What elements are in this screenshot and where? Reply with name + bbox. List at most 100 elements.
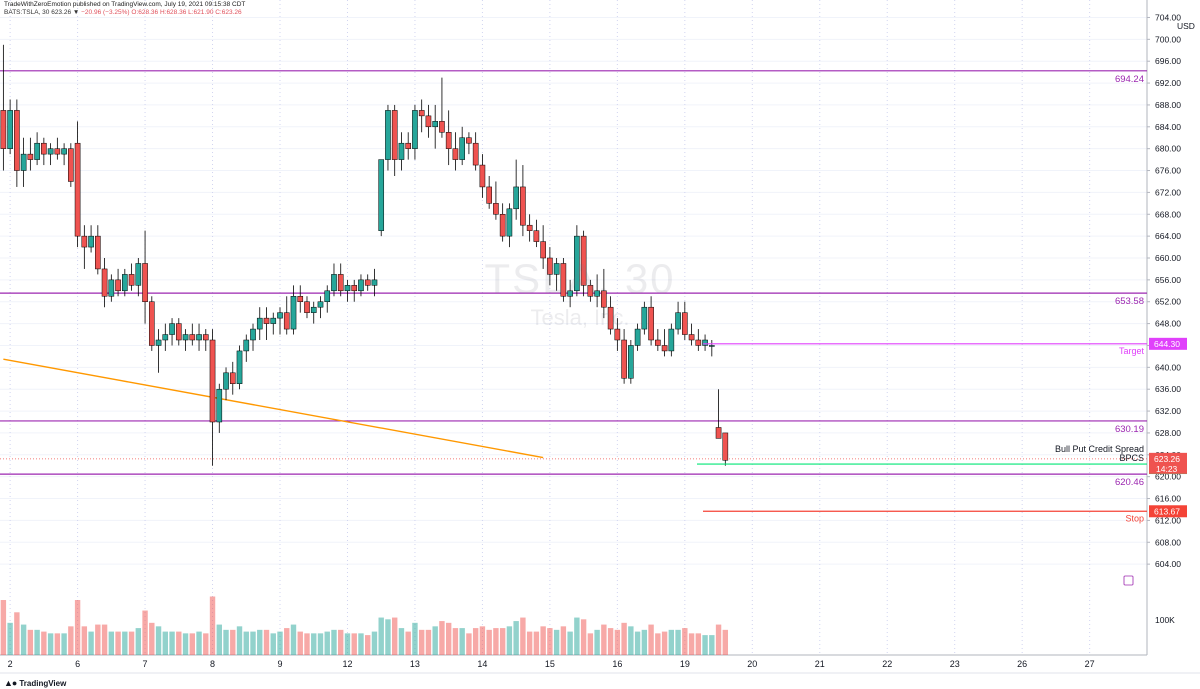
- volume-bar: [88, 631, 94, 655]
- candle-body-up: [317, 301, 324, 308]
- candle-body-down: [466, 137, 472, 144]
- candle-body-up: [398, 142, 405, 160]
- candle: [270, 312, 277, 335]
- price-tick-label: 676.00: [1155, 166, 1181, 176]
- candle-body-down: [0, 110, 7, 149]
- candle-body-up: [108, 279, 115, 297]
- candle: [68, 143, 74, 187]
- tradingview-logo-icon: ▲●: [4, 678, 17, 688]
- candle: [418, 99, 425, 133]
- price-tick-label: 680.00: [1155, 144, 1181, 154]
- volume-bar: [594, 629, 600, 655]
- volume-bar: [675, 629, 681, 655]
- volume-bar: [324, 631, 330, 655]
- candle: [675, 301, 681, 335]
- price-tick-label: 652.00: [1155, 297, 1181, 307]
- volume-bar: [169, 631, 175, 655]
- volume-bar: [560, 626, 567, 655]
- candle-body-up: [668, 328, 675, 352]
- candle-body-up: [236, 350, 243, 384]
- volume-bar: [499, 628, 506, 655]
- volume-bar: [81, 626, 88, 655]
- candle: [128, 263, 135, 291]
- price-tick-label: 672.00: [1155, 187, 1181, 197]
- volume-bar: [344, 633, 351, 655]
- candle: [614, 318, 621, 351]
- volume-bar: [479, 626, 486, 655]
- price-tick-label: 684.00: [1155, 122, 1181, 132]
- candle-body-up: [7, 110, 13, 149]
- candle-body-up: [256, 317, 263, 330]
- brand-label: TradingView: [19, 678, 67, 688]
- price-tick-label: 620.00: [1155, 472, 1181, 482]
- volume-bar: [634, 631, 641, 655]
- volume-bar: [432, 626, 438, 655]
- volume-bar: [601, 624, 607, 655]
- earnings-marker-box: [1123, 575, 1134, 586]
- candle: [47, 143, 54, 166]
- candle-body-up: [344, 285, 351, 292]
- volume-bar: [61, 633, 67, 655]
- candle: [709, 340, 715, 357]
- candle-body-down: [189, 334, 196, 341]
- volume-bar: [412, 622, 418, 655]
- volume-bar: [47, 633, 54, 655]
- volume-bar: [439, 621, 445, 655]
- candle-body-down: [445, 132, 452, 149]
- volume-bar: [547, 628, 553, 655]
- candle-body-up: [358, 279, 364, 292]
- candle-body-down: [695, 339, 702, 346]
- candle-body-up: [675, 312, 681, 330]
- volume-scale-label: 100K: [1155, 615, 1175, 625]
- candle: [682, 301, 688, 340]
- volume-bar: [257, 629, 263, 655]
- price-tick-label: 692.00: [1155, 78, 1181, 88]
- candle-body-down: [682, 312, 688, 335]
- candle: [567, 279, 573, 308]
- publisher-line: TradeWithZeroEmotion published on Tradin…: [4, 1, 246, 8]
- candle: [34, 132, 40, 166]
- candle-body-down: [499, 214, 506, 237]
- volume-bar: [41, 631, 47, 655]
- candle-body-down: [202, 334, 209, 341]
- price-tick-label: 664.00: [1155, 231, 1181, 241]
- volume-bar: [567, 631, 573, 655]
- time-tick-label: 13: [410, 659, 420, 669]
- candle: [553, 258, 560, 291]
- candle-body-up: [628, 345, 634, 379]
- candle-body-up: [574, 235, 580, 292]
- candle-body-down: [283, 312, 290, 330]
- volume-bar: [27, 629, 34, 655]
- candle: [722, 432, 729, 466]
- price-tick-label: 640.00: [1155, 362, 1181, 372]
- candle: [108, 274, 115, 302]
- price-tick-label: 668.00: [1155, 209, 1181, 219]
- volume-bar: [162, 631, 169, 655]
- candle-body-up: [634, 328, 641, 346]
- footer-brand[interactable]: ▲● TradingView: [4, 678, 66, 688]
- candle-body-down: [648, 306, 654, 341]
- candle: [317, 296, 324, 319]
- candle-body-up: [324, 290, 331, 302]
- candle: [398, 132, 405, 171]
- volume-bar: [466, 633, 472, 655]
- last-price-tag: [1149, 452, 1187, 474]
- candle-body-down: [297, 296, 304, 302]
- candle-body-up: [641, 306, 648, 330]
- candle: [378, 159, 385, 237]
- target-price-label: 644.30: [1154, 339, 1180, 349]
- candle: [574, 225, 580, 297]
- stop-price-label: 613.67: [1154, 506, 1180, 516]
- candle: [648, 296, 654, 346]
- symbol-line: BATS:TSLA, 30 623.26 ▼ −20.96 (−3.25%) O…: [4, 9, 245, 17]
- target-annotation: Target 644.30: [703, 337, 1187, 356]
- volume-bar: [513, 621, 519, 655]
- price-tick-label: 636.00: [1155, 384, 1181, 394]
- volume-bar: [688, 633, 695, 655]
- target-price-tag: [1149, 337, 1187, 350]
- stop-price-tag: [1149, 505, 1187, 518]
- candle: [607, 296, 614, 335]
- candle-body-down: [263, 317, 270, 324]
- volume-bar: [553, 629, 560, 655]
